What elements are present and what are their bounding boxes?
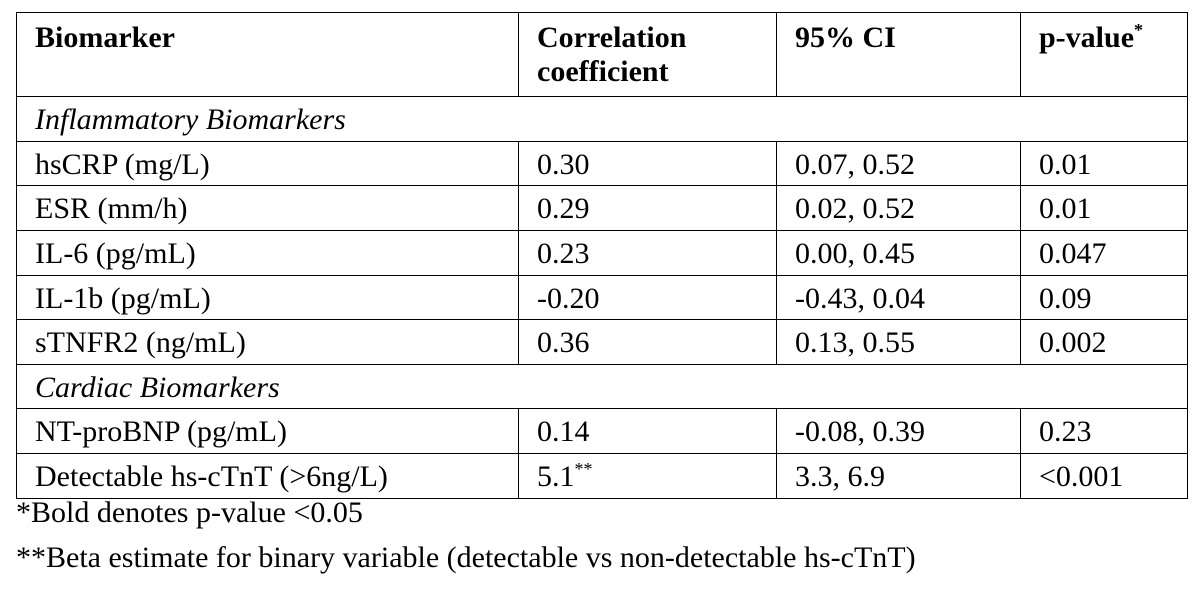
table-row: NT-proBNP (pg/mL) 0.14 -0.08, 0.39 0.23 <box>16 408 1188 454</box>
table-row: sTNFR2 (ng/mL) 0.36 0.13, 0.55 0.002 <box>16 319 1188 365</box>
cell-correlation: 0.23 <box>518 229 777 276</box>
header-pvalue: p-value* <box>1020 11 1188 98</box>
cell-correlation-value: 0.30 <box>537 147 590 181</box>
table-row: IL-1b (pg/mL) -0.20 -0.43, 0.04 0.09 <box>16 274 1188 321</box>
section-row: Inflammatory Biomarkers <box>16 96 1188 142</box>
cell-pvalue: 0.23 <box>1020 408 1188 454</box>
cell-biomarker: hsCRP (mg/L) <box>16 140 519 187</box>
header-pvalue-text: p-value <box>1039 21 1135 54</box>
cell-correlation: 0.29 <box>518 185 777 231</box>
cell-correlation-footnote-mark: ** <box>574 458 593 479</box>
cell-pvalue: 0.047 <box>1020 229 1188 276</box>
cell-correlation: 5.1** <box>518 452 777 499</box>
header-pvalue-footnote-mark: * <box>1134 20 1144 40</box>
cell-correlation-value: 0.14 <box>537 415 590 449</box>
footnote-bold: *Bold denotes p-value <0.05 <box>16 496 363 529</box>
cell-correlation: 0.36 <box>518 319 777 365</box>
cell-biomarker: sTNFR2 (ng/mL) <box>16 319 519 365</box>
header-biomarker: Biomarker <box>16 11 519 98</box>
header-ci: 95% CI <box>776 11 1021 98</box>
cell-ci: 0.00, 0.45 <box>776 229 1021 276</box>
cell-ci: 3.3, 6.9 <box>776 452 1021 499</box>
cell-correlation: 0.14 <box>518 408 777 454</box>
footnote-beta: **Beta estimate for binary variable (det… <box>16 541 916 574</box>
header-correlation-text: Correlation coefficient <box>537 21 687 88</box>
cell-correlation-value: 0.36 <box>537 326 590 360</box>
cell-ci: -0.43, 0.04 <box>776 274 1021 321</box>
table-row: ESR (mm/h) 0.29 0.02, 0.52 0.01 <box>16 185 1188 231</box>
cell-biomarker: Detectable hs-cTnT (>6ng/L) <box>16 452 519 499</box>
cell-correlation-value: 5.1 <box>537 459 575 493</box>
cell-correlation-value: -0.20 <box>537 281 600 315</box>
cell-biomarker: NT-proBNP (pg/mL) <box>16 408 519 454</box>
section-title: Cardiac Biomarkers <box>16 363 1188 410</box>
table-header-row: Biomarker Correlation coefficient 95% CI… <box>16 11 1188 98</box>
cell-ci: 0.07, 0.52 <box>776 140 1021 187</box>
section-row: Cardiac Biomarkers <box>16 363 1188 410</box>
cell-pvalue: 0.002 <box>1020 319 1188 365</box>
cell-pvalue: 0.01 <box>1020 140 1188 187</box>
cell-pvalue: 0.01 <box>1020 185 1188 231</box>
table-row: hsCRP (mg/L) 0.30 0.07, 0.52 0.01 <box>16 140 1188 187</box>
cell-ci: -0.08, 0.39 <box>776 408 1021 454</box>
cell-correlation-value: 0.29 <box>537 192 590 226</box>
cell-biomarker: IL-1b (pg/mL) <box>16 274 519 321</box>
cell-correlation: -0.20 <box>518 274 777 321</box>
table-row: IL-6 (pg/mL) 0.23 0.00, 0.45 0.047 <box>16 229 1188 276</box>
cell-correlation: 0.30 <box>518 140 777 187</box>
cell-ci: 0.13, 0.55 <box>776 319 1021 365</box>
table-row: Detectable hs-cTnT (>6ng/L) 5.1** 3.3, 6.9… <box>16 452 1188 499</box>
biomarker-table: Biomarker Correlation coefficient 95% CI… <box>16 11 1188 499</box>
cell-biomarker: IL-6 (pg/mL) <box>16 229 519 276</box>
cell-biomarker: ESR (mm/h) <box>16 185 519 231</box>
cell-correlation-value: 0.23 <box>537 236 590 270</box>
section-title: Inflammatory Biomarkers <box>16 96 1188 142</box>
header-correlation: Correlation coefficient <box>518 11 777 98</box>
table-body: Inflammatory Biomarkers hsCRP (mg/L) 0.30 0… <box>16 96 1188 499</box>
cell-pvalue: 0.09 <box>1020 274 1188 321</box>
cell-pvalue: <0.001 <box>1020 452 1188 499</box>
cell-ci: 0.02, 0.52 <box>776 185 1021 231</box>
